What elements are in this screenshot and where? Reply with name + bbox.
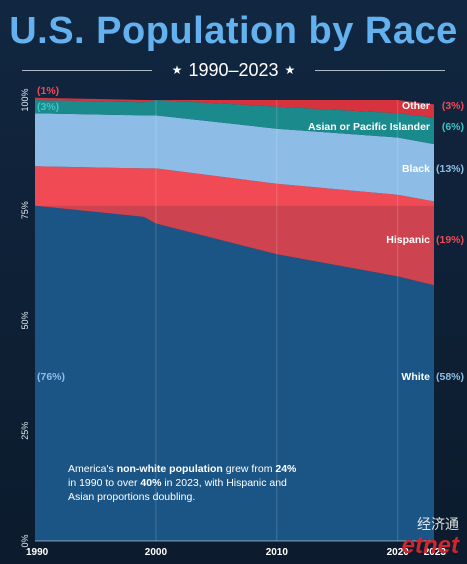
x-tick-label: 2020 bbox=[387, 547, 410, 558]
star-icon: ★ bbox=[284, 63, 296, 77]
x-tick-label: 1990 bbox=[26, 547, 49, 558]
watermark-brand: etnet bbox=[401, 532, 459, 559]
end-value-label: (3%) bbox=[442, 100, 464, 112]
start-value-label: (9%) bbox=[37, 181, 59, 193]
start-value-label: (12%) bbox=[37, 135, 65, 147]
series-name-label: Hispanic bbox=[386, 234, 430, 246]
watermark-chinese: 经济通 bbox=[417, 517, 459, 533]
note-emphasis: non-white population bbox=[116, 463, 223, 475]
y-tick-label: 75% bbox=[20, 201, 30, 219]
x-tick-label: 2010 bbox=[266, 547, 289, 558]
series-name-label: Black bbox=[402, 163, 430, 175]
end-value-label: (19%) bbox=[436, 234, 464, 246]
start-value-label: (1%) bbox=[37, 85, 59, 97]
chart-title: U.S. Population by Race bbox=[9, 10, 458, 52]
series-name-label: White bbox=[401, 371, 430, 383]
note-text: America's bbox=[68, 463, 117, 475]
end-value-label: (6%) bbox=[442, 121, 464, 133]
chart-subtitle: ★ 1990–2023 ★ bbox=[0, 60, 467, 81]
note-text: grew from bbox=[222, 463, 276, 475]
x-tick-label: 2000 bbox=[145, 547, 168, 558]
x-tick-label: 2023 bbox=[424, 547, 447, 558]
start-value-label: (3%) bbox=[37, 101, 59, 113]
area-hispanic bbox=[35, 166, 434, 286]
note-text: in 2023, with Hispanic and Asian proport… bbox=[68, 477, 287, 503]
white-area-shade bbox=[35, 205, 434, 541]
subtitle-row: ★ 1990–2023 ★ bbox=[0, 58, 467, 84]
y-tick-label: 25% bbox=[20, 422, 30, 440]
note-text: in 1990 to over bbox=[68, 477, 141, 489]
note-emphasis: 24% bbox=[275, 463, 297, 475]
area-asian-or-pacific-islander bbox=[35, 100, 434, 145]
y-tick-label: 0% bbox=[20, 534, 30, 547]
note-emphasis: 40% bbox=[140, 477, 162, 489]
series-name-label: Other bbox=[402, 100, 430, 112]
start-value-label: (76%) bbox=[37, 371, 65, 383]
subtitle-rule-right bbox=[315, 70, 445, 71]
area-other bbox=[35, 97, 434, 118]
area-white bbox=[35, 205, 434, 542]
year-range: 1990–2023 bbox=[188, 60, 279, 80]
annotation-note: America's non-white population grew from… bbox=[68, 462, 298, 504]
subtitle-rule-left bbox=[22, 70, 152, 71]
watermark-logo: 经济通 etnet bbox=[402, 514, 459, 558]
end-value-label: (58%) bbox=[436, 371, 464, 383]
area-black bbox=[35, 113, 434, 202]
series-name-label: Asian or Pacific Islander bbox=[308, 121, 430, 133]
y-tick-label: 100% bbox=[20, 88, 30, 111]
end-value-label: (13%) bbox=[436, 163, 464, 175]
y-tick-label: 50% bbox=[20, 311, 30, 329]
star-icon: ★ bbox=[171, 63, 183, 77]
